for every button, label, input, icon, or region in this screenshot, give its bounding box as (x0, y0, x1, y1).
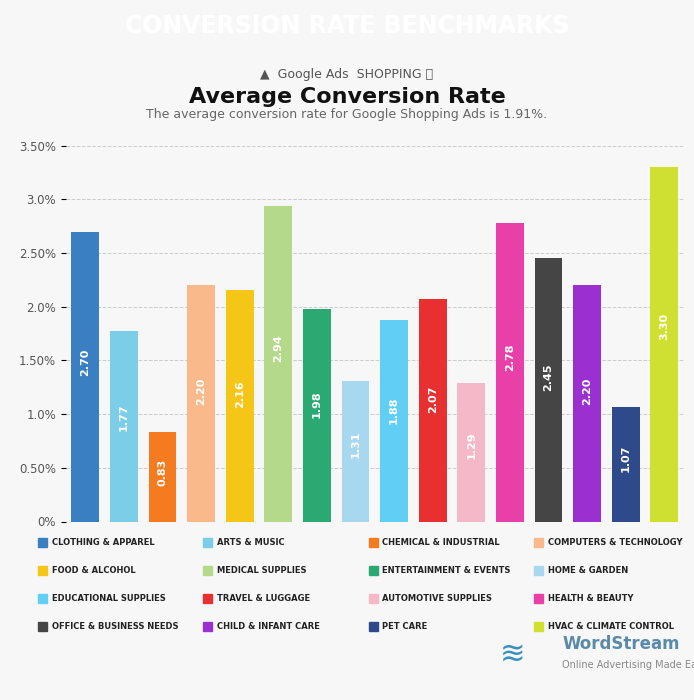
Text: 3.30: 3.30 (659, 313, 669, 340)
Text: OFFICE & BUSINESS NEEDS: OFFICE & BUSINESS NEEDS (52, 622, 178, 631)
Text: FOOD & ALCOHOL: FOOD & ALCOHOL (52, 566, 135, 575)
Text: ENTERTAINMENT & EVENTS: ENTERTAINMENT & EVENTS (382, 566, 511, 575)
Text: 1.29: 1.29 (466, 431, 476, 459)
Text: 2.16: 2.16 (235, 380, 245, 407)
Text: HVAC & CLIMATE CONTROL: HVAC & CLIMATE CONTROL (548, 622, 674, 631)
Text: 1.07: 1.07 (620, 444, 631, 472)
Bar (534, 258, 562, 522)
Bar (496, 223, 524, 522)
Text: Average Conversion Rate: Average Conversion Rate (189, 87, 505, 106)
Bar (650, 167, 678, 522)
Bar (380, 320, 408, 522)
Text: 2.20: 2.20 (582, 378, 592, 405)
Text: ▲  Google Ads  SHOPPING 🛒: ▲ Google Ads SHOPPING 🛒 (260, 69, 434, 81)
Text: 2.45: 2.45 (543, 363, 554, 391)
Text: CONVERSION RATE BENCHMARKS: CONVERSION RATE BENCHMARKS (125, 14, 569, 38)
Text: 1.98: 1.98 (312, 391, 322, 419)
Text: ARTS & MUSIC: ARTS & MUSIC (217, 538, 285, 547)
Text: 2.20: 2.20 (196, 378, 206, 405)
Bar (110, 331, 137, 522)
Bar (573, 285, 601, 522)
Text: 1.31: 1.31 (350, 430, 360, 458)
Bar (457, 383, 485, 522)
Bar (303, 309, 331, 522)
Text: CHEMICAL & INDUSTRIAL: CHEMICAL & INDUSTRIAL (382, 538, 500, 547)
Text: CLOTHING & APPAREL: CLOTHING & APPAREL (52, 538, 155, 547)
Text: Online Advertising Made Easy: Online Advertising Made Easy (562, 660, 694, 670)
Bar (264, 206, 292, 522)
Text: HOME & GARDEN: HOME & GARDEN (548, 566, 628, 575)
Text: 1.88: 1.88 (389, 397, 399, 424)
Text: AUTOMOTIVE SUPPLIES: AUTOMOTIVE SUPPLIES (382, 594, 492, 603)
Text: HEALTH & BEAUTY: HEALTH & BEAUTY (548, 594, 633, 603)
Text: TRAVEL & LUGGAGE: TRAVEL & LUGGAGE (217, 594, 310, 603)
Text: WordStream: WordStream (562, 635, 679, 653)
Text: 0.83: 0.83 (158, 458, 167, 486)
Text: 2.94: 2.94 (273, 334, 283, 362)
Bar (341, 381, 369, 522)
Text: COMPUTERS & TECHNOLOGY: COMPUTERS & TECHNOLOGY (548, 538, 682, 547)
Text: MEDICAL SUPPLIES: MEDICAL SUPPLIES (217, 566, 307, 575)
Text: ≋: ≋ (500, 640, 525, 669)
Text: PET CARE: PET CARE (382, 622, 428, 631)
Bar (71, 232, 99, 522)
Text: CHILD & INFANT CARE: CHILD & INFANT CARE (217, 622, 320, 631)
Bar (149, 433, 176, 522)
Bar (187, 285, 215, 522)
Bar (612, 407, 640, 522)
Text: The average conversion rate for Google Shopping Ads is 1.91%.: The average conversion rate for Google S… (146, 108, 548, 120)
Text: 1.77: 1.77 (119, 403, 129, 430)
Bar (418, 299, 446, 522)
Text: 2.70: 2.70 (81, 349, 90, 376)
Text: EDUCATIONAL SUPPLIES: EDUCATIONAL SUPPLIES (52, 594, 166, 603)
Text: 2.78: 2.78 (505, 344, 515, 371)
Bar (226, 290, 253, 522)
Text: 2.07: 2.07 (428, 386, 438, 413)
